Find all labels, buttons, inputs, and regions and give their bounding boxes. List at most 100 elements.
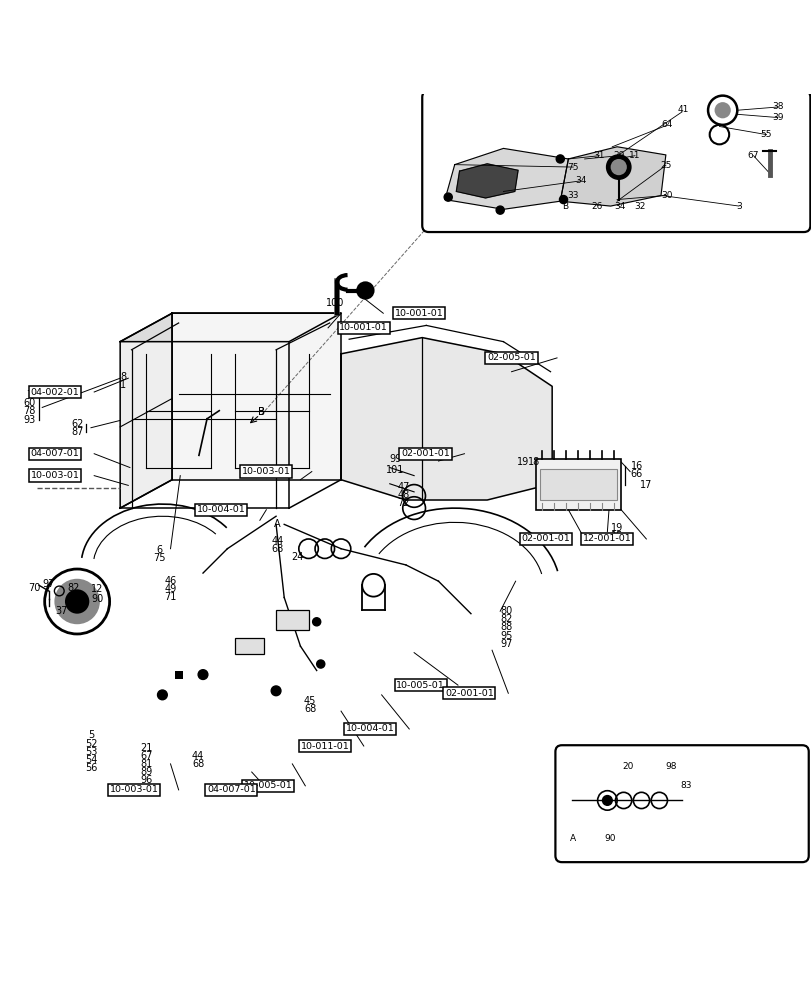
Text: 66: 66: [629, 469, 642, 479]
Circle shape: [559, 196, 567, 204]
Text: 34: 34: [614, 202, 625, 211]
Text: 17: 17: [639, 480, 652, 490]
Text: 33: 33: [567, 191, 578, 200]
Text: A: A: [274, 519, 281, 529]
Text: 31: 31: [593, 151, 604, 160]
Circle shape: [312, 618, 320, 626]
Text: 7: 7: [26, 390, 32, 400]
Text: B: B: [258, 407, 264, 417]
Text: 97: 97: [500, 639, 513, 649]
Polygon shape: [341, 338, 551, 500]
Text: B: B: [258, 407, 264, 417]
Text: 49: 49: [164, 584, 177, 594]
Text: 62: 62: [71, 419, 84, 429]
Text: 10-003-01: 10-003-01: [242, 467, 290, 476]
Text: 81: 81: [139, 759, 152, 769]
Text: 95: 95: [500, 631, 513, 641]
Circle shape: [65, 589, 89, 614]
Text: 99: 99: [388, 454, 401, 464]
Text: 70: 70: [28, 583, 41, 593]
Bar: [235, 638, 264, 654]
Text: 67: 67: [139, 751, 152, 761]
Text: 02-005-01: 02-005-01: [487, 353, 535, 362]
Text: 18: 18: [527, 457, 540, 467]
Text: 100: 100: [326, 298, 344, 308]
Text: 24: 24: [290, 552, 303, 562]
Circle shape: [54, 579, 100, 624]
Polygon shape: [456, 164, 517, 198]
Text: 04-007-01: 04-007-01: [207, 785, 255, 794]
FancyBboxPatch shape: [422, 91, 809, 232]
Text: 37: 37: [55, 606, 68, 616]
Text: 97: 97: [42, 579, 55, 589]
Text: 02-001-01: 02-001-01: [401, 449, 449, 458]
Circle shape: [157, 690, 167, 700]
Text: 60: 60: [23, 398, 36, 408]
Text: 10-001-01: 10-001-01: [394, 309, 443, 318]
Text: 90: 90: [91, 594, 104, 604]
Text: A: A: [569, 834, 576, 843]
Text: 12-001-01: 12-001-01: [582, 534, 631, 543]
Text: 48: 48: [397, 490, 410, 500]
Text: 87: 87: [71, 427, 84, 437]
Text: 67: 67: [747, 151, 758, 160]
Text: 10-005-01: 10-005-01: [243, 781, 292, 790]
Text: 34: 34: [574, 176, 586, 185]
Text: 29: 29: [612, 151, 624, 160]
Text: 12: 12: [91, 584, 104, 594]
Circle shape: [602, 796, 611, 805]
Text: 46: 46: [164, 576, 177, 586]
Text: 30: 30: [660, 191, 672, 200]
Circle shape: [610, 159, 626, 175]
Text: 44: 44: [191, 751, 204, 761]
Text: 53: 53: [84, 747, 97, 757]
Text: 83: 83: [680, 781, 691, 790]
Circle shape: [357, 282, 373, 299]
Text: 93: 93: [23, 415, 36, 425]
Text: 5: 5: [88, 730, 94, 740]
Bar: [535, 459, 620, 510]
Text: 54: 54: [84, 755, 97, 765]
Text: 10-004-01: 10-004-01: [196, 505, 245, 514]
Circle shape: [556, 155, 564, 163]
Circle shape: [198, 670, 208, 679]
Text: B: B: [561, 202, 568, 211]
Circle shape: [444, 193, 452, 201]
Bar: [174, 671, 182, 679]
Text: 10-011-01: 10-011-01: [300, 742, 349, 751]
Text: 38: 38: [771, 102, 783, 111]
Circle shape: [606, 155, 630, 179]
Text: 80: 80: [500, 606, 513, 616]
Text: 41: 41: [676, 105, 688, 114]
Text: 04-002-01: 04-002-01: [31, 388, 79, 397]
Polygon shape: [120, 313, 341, 342]
Polygon shape: [444, 148, 568, 209]
Text: 10-004-01: 10-004-01: [345, 724, 394, 733]
Circle shape: [496, 206, 504, 214]
Circle shape: [316, 660, 324, 668]
FancyBboxPatch shape: [555, 745, 808, 862]
Text: 32: 32: [633, 202, 645, 211]
Bar: [539, 469, 616, 500]
Text: 88: 88: [500, 622, 513, 632]
Text: 6: 6: [156, 545, 162, 555]
Text: 10-001-01: 10-001-01: [339, 323, 388, 332]
Circle shape: [714, 102, 730, 118]
Text: 25: 25: [659, 161, 671, 170]
Text: 16: 16: [629, 461, 642, 471]
Text: 04-007-01: 04-007-01: [31, 449, 79, 458]
Text: 44: 44: [271, 536, 284, 546]
Text: 47: 47: [397, 482, 410, 492]
Text: 90: 90: [604, 834, 616, 843]
Text: 11: 11: [629, 151, 640, 160]
Text: 26: 26: [590, 202, 602, 211]
Text: 98: 98: [664, 762, 676, 771]
Text: 101: 101: [386, 465, 404, 475]
Text: 89: 89: [139, 767, 152, 777]
Text: 45: 45: [303, 696, 316, 706]
Bar: [276, 610, 308, 630]
Text: 55: 55: [760, 130, 771, 139]
Text: 68: 68: [271, 544, 284, 554]
Text: 75: 75: [567, 163, 578, 172]
Polygon shape: [172, 313, 341, 480]
